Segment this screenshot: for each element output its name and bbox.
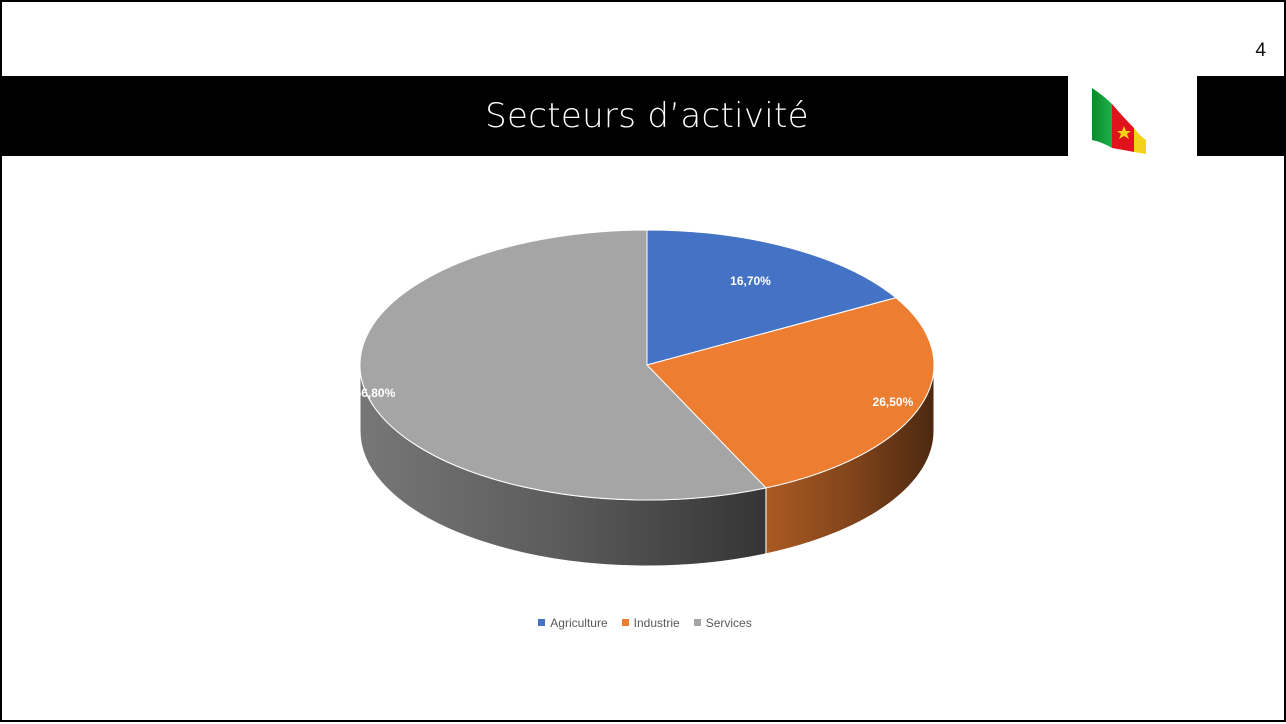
legend-swatch-agriculture <box>538 619 546 626</box>
legend-label-industrie: Industrie <box>633 616 680 630</box>
data-label-services: 56,80% <box>355 386 396 400</box>
title-bar-right <box>1197 76 1284 156</box>
title-bar <box>2 76 1068 156</box>
legend-label-services: Services <box>705 616 752 630</box>
legend-item-agriculture: Agriculture <box>538 616 608 630</box>
legend-swatch-industrie <box>621 619 629 626</box>
pie-slice-agriculture <box>646 229 897 366</box>
pie-slice-industrie <box>646 297 935 489</box>
legend-item-services: Services <box>693 616 752 630</box>
data-label-industrie: 26,50% <box>873 395 914 409</box>
legend-item-industrie: Industrie <box>621 616 680 630</box>
page-title: Secteurs d’activité <box>485 96 809 136</box>
legend-label-agriculture: Agriculture <box>550 616 608 630</box>
chart-legend: Agriculture Industrie Services <box>2 616 1286 630</box>
pie-slice-services <box>359 229 767 501</box>
page-number: 4 <box>1255 40 1266 61</box>
cameroon-flag-icon <box>1092 88 1146 154</box>
legend-swatch-services <box>693 619 701 626</box>
data-label-agriculture: 16,70% <box>730 274 771 288</box>
